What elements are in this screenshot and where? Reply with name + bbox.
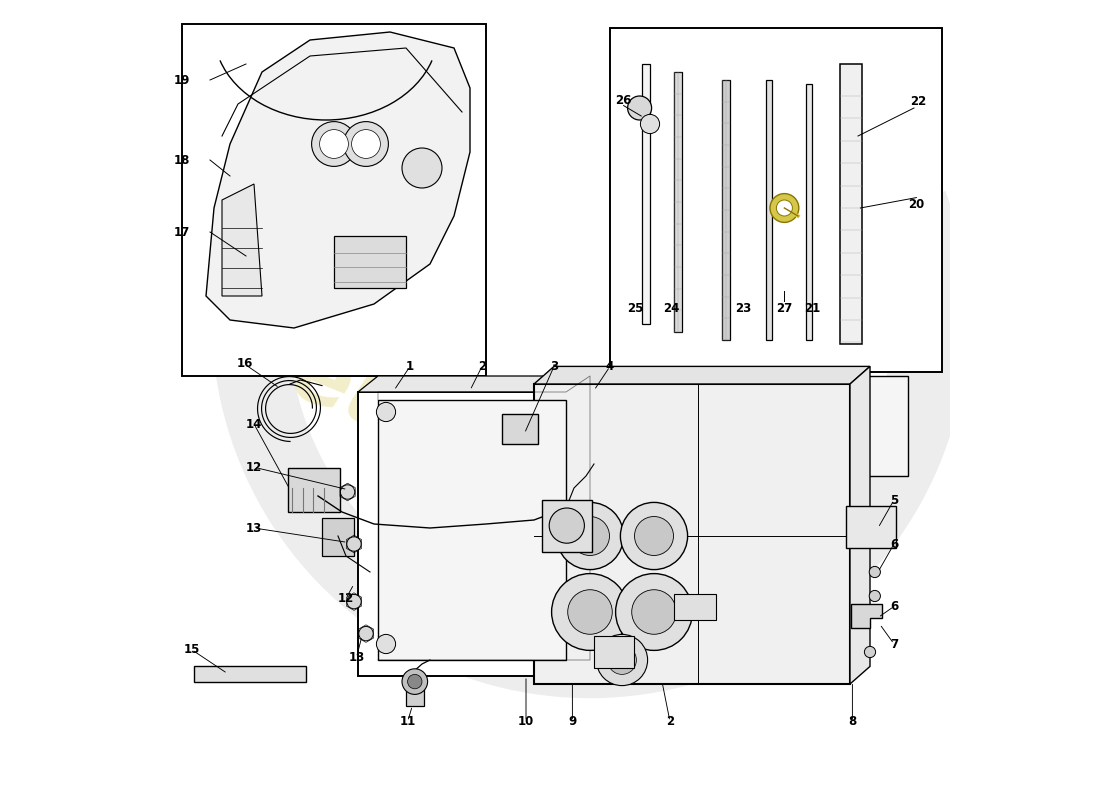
Text: 6: 6 — [890, 538, 898, 550]
Text: 8: 8 — [848, 715, 857, 728]
Text: 24: 24 — [663, 302, 680, 314]
Bar — [846, 506, 895, 548]
Circle shape — [869, 590, 880, 602]
Bar — [594, 636, 634, 668]
Bar — [542, 500, 592, 552]
Circle shape — [568, 590, 613, 634]
Circle shape — [352, 130, 381, 158]
Text: 25: 25 — [627, 302, 644, 314]
Polygon shape — [850, 604, 882, 628]
Bar — [502, 414, 538, 444]
Bar — [722, 80, 730, 340]
Circle shape — [620, 502, 688, 570]
Bar — [786, 388, 822, 468]
Text: 18: 18 — [174, 154, 190, 166]
Circle shape — [607, 646, 637, 674]
Text: 15: 15 — [184, 643, 200, 656]
Circle shape — [635, 517, 673, 555]
Bar — [806, 84, 813, 340]
Text: a passion for excellence: a passion for excellence — [389, 500, 711, 652]
Bar — [766, 80, 772, 340]
Text: 17: 17 — [174, 226, 190, 238]
Text: 23: 23 — [736, 302, 751, 314]
Circle shape — [631, 590, 676, 634]
Text: 13: 13 — [246, 522, 262, 534]
Bar — [288, 468, 340, 512]
Circle shape — [640, 114, 660, 134]
Text: 5: 5 — [890, 494, 898, 506]
Circle shape — [359, 626, 373, 641]
Text: 2: 2 — [666, 715, 674, 728]
Circle shape — [777, 200, 792, 216]
Bar — [378, 400, 566, 660]
Text: 12: 12 — [338, 592, 354, 605]
Circle shape — [320, 130, 349, 158]
Circle shape — [551, 574, 628, 650]
Polygon shape — [534, 366, 870, 384]
Bar — [406, 683, 424, 706]
Text: 2: 2 — [477, 360, 486, 373]
Text: 21: 21 — [804, 302, 821, 314]
Text: 1: 1 — [406, 360, 414, 373]
Circle shape — [311, 122, 356, 166]
Text: euromot: euromot — [279, 333, 692, 563]
Bar — [644, 376, 908, 476]
Circle shape — [865, 646, 876, 658]
Bar — [194, 666, 306, 682]
Circle shape — [596, 634, 648, 686]
Bar — [839, 64, 862, 344]
Circle shape — [340, 485, 355, 499]
Text: 20: 20 — [909, 198, 924, 210]
Bar — [182, 24, 486, 376]
Bar — [322, 518, 354, 556]
Circle shape — [343, 122, 388, 166]
Text: 3: 3 — [550, 360, 558, 373]
Polygon shape — [206, 32, 470, 328]
Bar — [666, 388, 702, 468]
Text: 22: 22 — [910, 95, 926, 108]
Polygon shape — [570, 376, 594, 676]
Circle shape — [346, 594, 361, 609]
Circle shape — [869, 566, 880, 578]
Circle shape — [346, 537, 361, 551]
Polygon shape — [358, 376, 594, 392]
Circle shape — [402, 148, 442, 188]
Bar — [674, 594, 716, 620]
Bar — [674, 72, 682, 332]
Circle shape — [616, 574, 692, 650]
Text: 10: 10 — [518, 715, 535, 728]
Circle shape — [549, 508, 584, 543]
Circle shape — [402, 669, 428, 694]
Text: 26: 26 — [615, 94, 631, 106]
Circle shape — [376, 634, 396, 654]
Circle shape — [376, 402, 396, 422]
Text: 14: 14 — [245, 418, 262, 430]
Text: 6: 6 — [890, 600, 898, 613]
Text: 19: 19 — [174, 74, 190, 86]
Bar — [610, 28, 942, 372]
Text: 9: 9 — [569, 715, 576, 728]
Circle shape — [408, 674, 422, 689]
Text: 4: 4 — [606, 360, 614, 373]
Bar — [358, 392, 570, 676]
Circle shape — [571, 517, 609, 555]
Bar — [726, 388, 762, 468]
Text: 16: 16 — [236, 358, 253, 370]
Circle shape — [770, 194, 799, 222]
Ellipse shape — [502, 448, 598, 512]
Text: 11: 11 — [399, 715, 416, 728]
Text: 7: 7 — [890, 638, 898, 650]
Bar — [534, 384, 850, 684]
Circle shape — [557, 502, 624, 570]
Text: 12: 12 — [246, 461, 262, 474]
Polygon shape — [850, 366, 870, 684]
Circle shape — [628, 96, 651, 120]
Bar — [642, 64, 650, 324]
Polygon shape — [222, 184, 262, 296]
Bar — [334, 236, 406, 288]
Text: 27: 27 — [777, 302, 792, 314]
Text: 13: 13 — [349, 651, 364, 664]
